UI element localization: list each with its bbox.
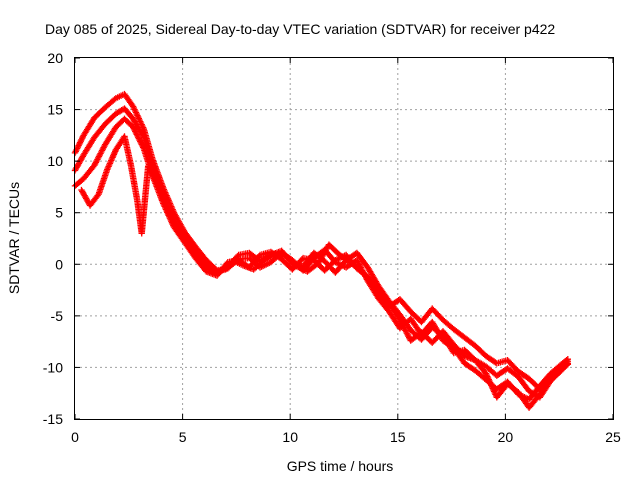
y-axis-label: SDTVAR / TECUs [6,182,22,294]
data-point-interp [487,380,494,388]
data-point-interp [138,141,145,148]
y-tick-label: 0 [55,256,63,272]
data-point-interp [78,136,85,143]
data-point-interp [162,202,170,210]
data-point-interp [484,373,491,380]
x-tick-label: 20 [498,429,514,445]
data-point-interp [134,132,141,139]
data-point-interp [76,139,84,146]
data-point-interp [78,135,86,142]
data-point-interp [165,208,173,215]
data-series [71,90,572,411]
data-point-interp [483,371,490,379]
y-tick-label: -15 [43,411,63,427]
data-point-interp [166,210,173,217]
data-point-interp [490,386,497,394]
data-point-interp [488,383,496,391]
data-point [482,370,490,377]
data-point-interp [485,376,492,383]
chart-title: Day 085 of 2025, Sidereal Day-to-day VTE… [45,21,555,37]
plot-frame [74,57,614,420]
data-point-interp [137,138,144,145]
y-tick-label: 5 [55,205,63,221]
data-point-interp [139,144,147,151]
data-point-interp [136,136,143,144]
x-axis-label: GPS time / hours [287,458,394,474]
data-point-interp [168,214,176,221]
data-point-interp [486,377,493,385]
data-point-interp [139,132,147,140]
data-point-interp [76,140,83,148]
data-point-interp [484,374,492,382]
data-point-interp [489,385,496,392]
data-point-interp [164,205,171,213]
data-point-interp [132,129,140,137]
y-tick-label: 15 [47,102,63,118]
data-point-interp [134,134,142,141]
data-point-interp [75,142,82,149]
data-point [564,361,572,368]
data-point-interp [133,131,140,138]
x-tick-label: 15 [390,429,406,445]
y-tick-label: -10 [43,359,63,375]
data-point [129,123,137,131]
data-point-interp [77,138,84,145]
data-point-interp [167,211,174,218]
data-point-interp [139,142,146,150]
series-track-4 [78,133,572,411]
x-tick-label: 0 [71,429,79,445]
data-point [162,201,169,208]
data-point-interp [72,148,79,155]
x-tick-label: 10 [282,429,298,445]
data-point-interp [163,204,171,211]
data-point-interp [137,139,145,147]
y-tick-label: 10 [47,153,63,169]
data-point-interp [132,128,139,135]
data-point-interp [73,145,81,152]
data-point-interp [165,207,172,214]
data-point-interp [486,379,494,386]
data-point-interp [130,125,138,132]
data-point-interp [169,215,176,223]
y-tick-label: 20 [47,50,63,66]
grid [75,58,613,419]
data-point-interp [488,382,495,389]
x-tick-label: 5 [179,429,187,445]
y-tick-label: -5 [51,308,64,324]
data-point-interp [563,362,570,369]
data-point-interp [490,388,498,395]
data-point-interp [131,126,138,134]
data-point-interp [167,212,175,220]
data-point-interp [74,143,82,151]
x-tick-label: 25 [605,429,621,445]
axis-ticks: 0 5 10 15 20 25 -15 -10 -5 0 5 10 15 20 [43,50,621,445]
data-point-interp [135,135,143,142]
